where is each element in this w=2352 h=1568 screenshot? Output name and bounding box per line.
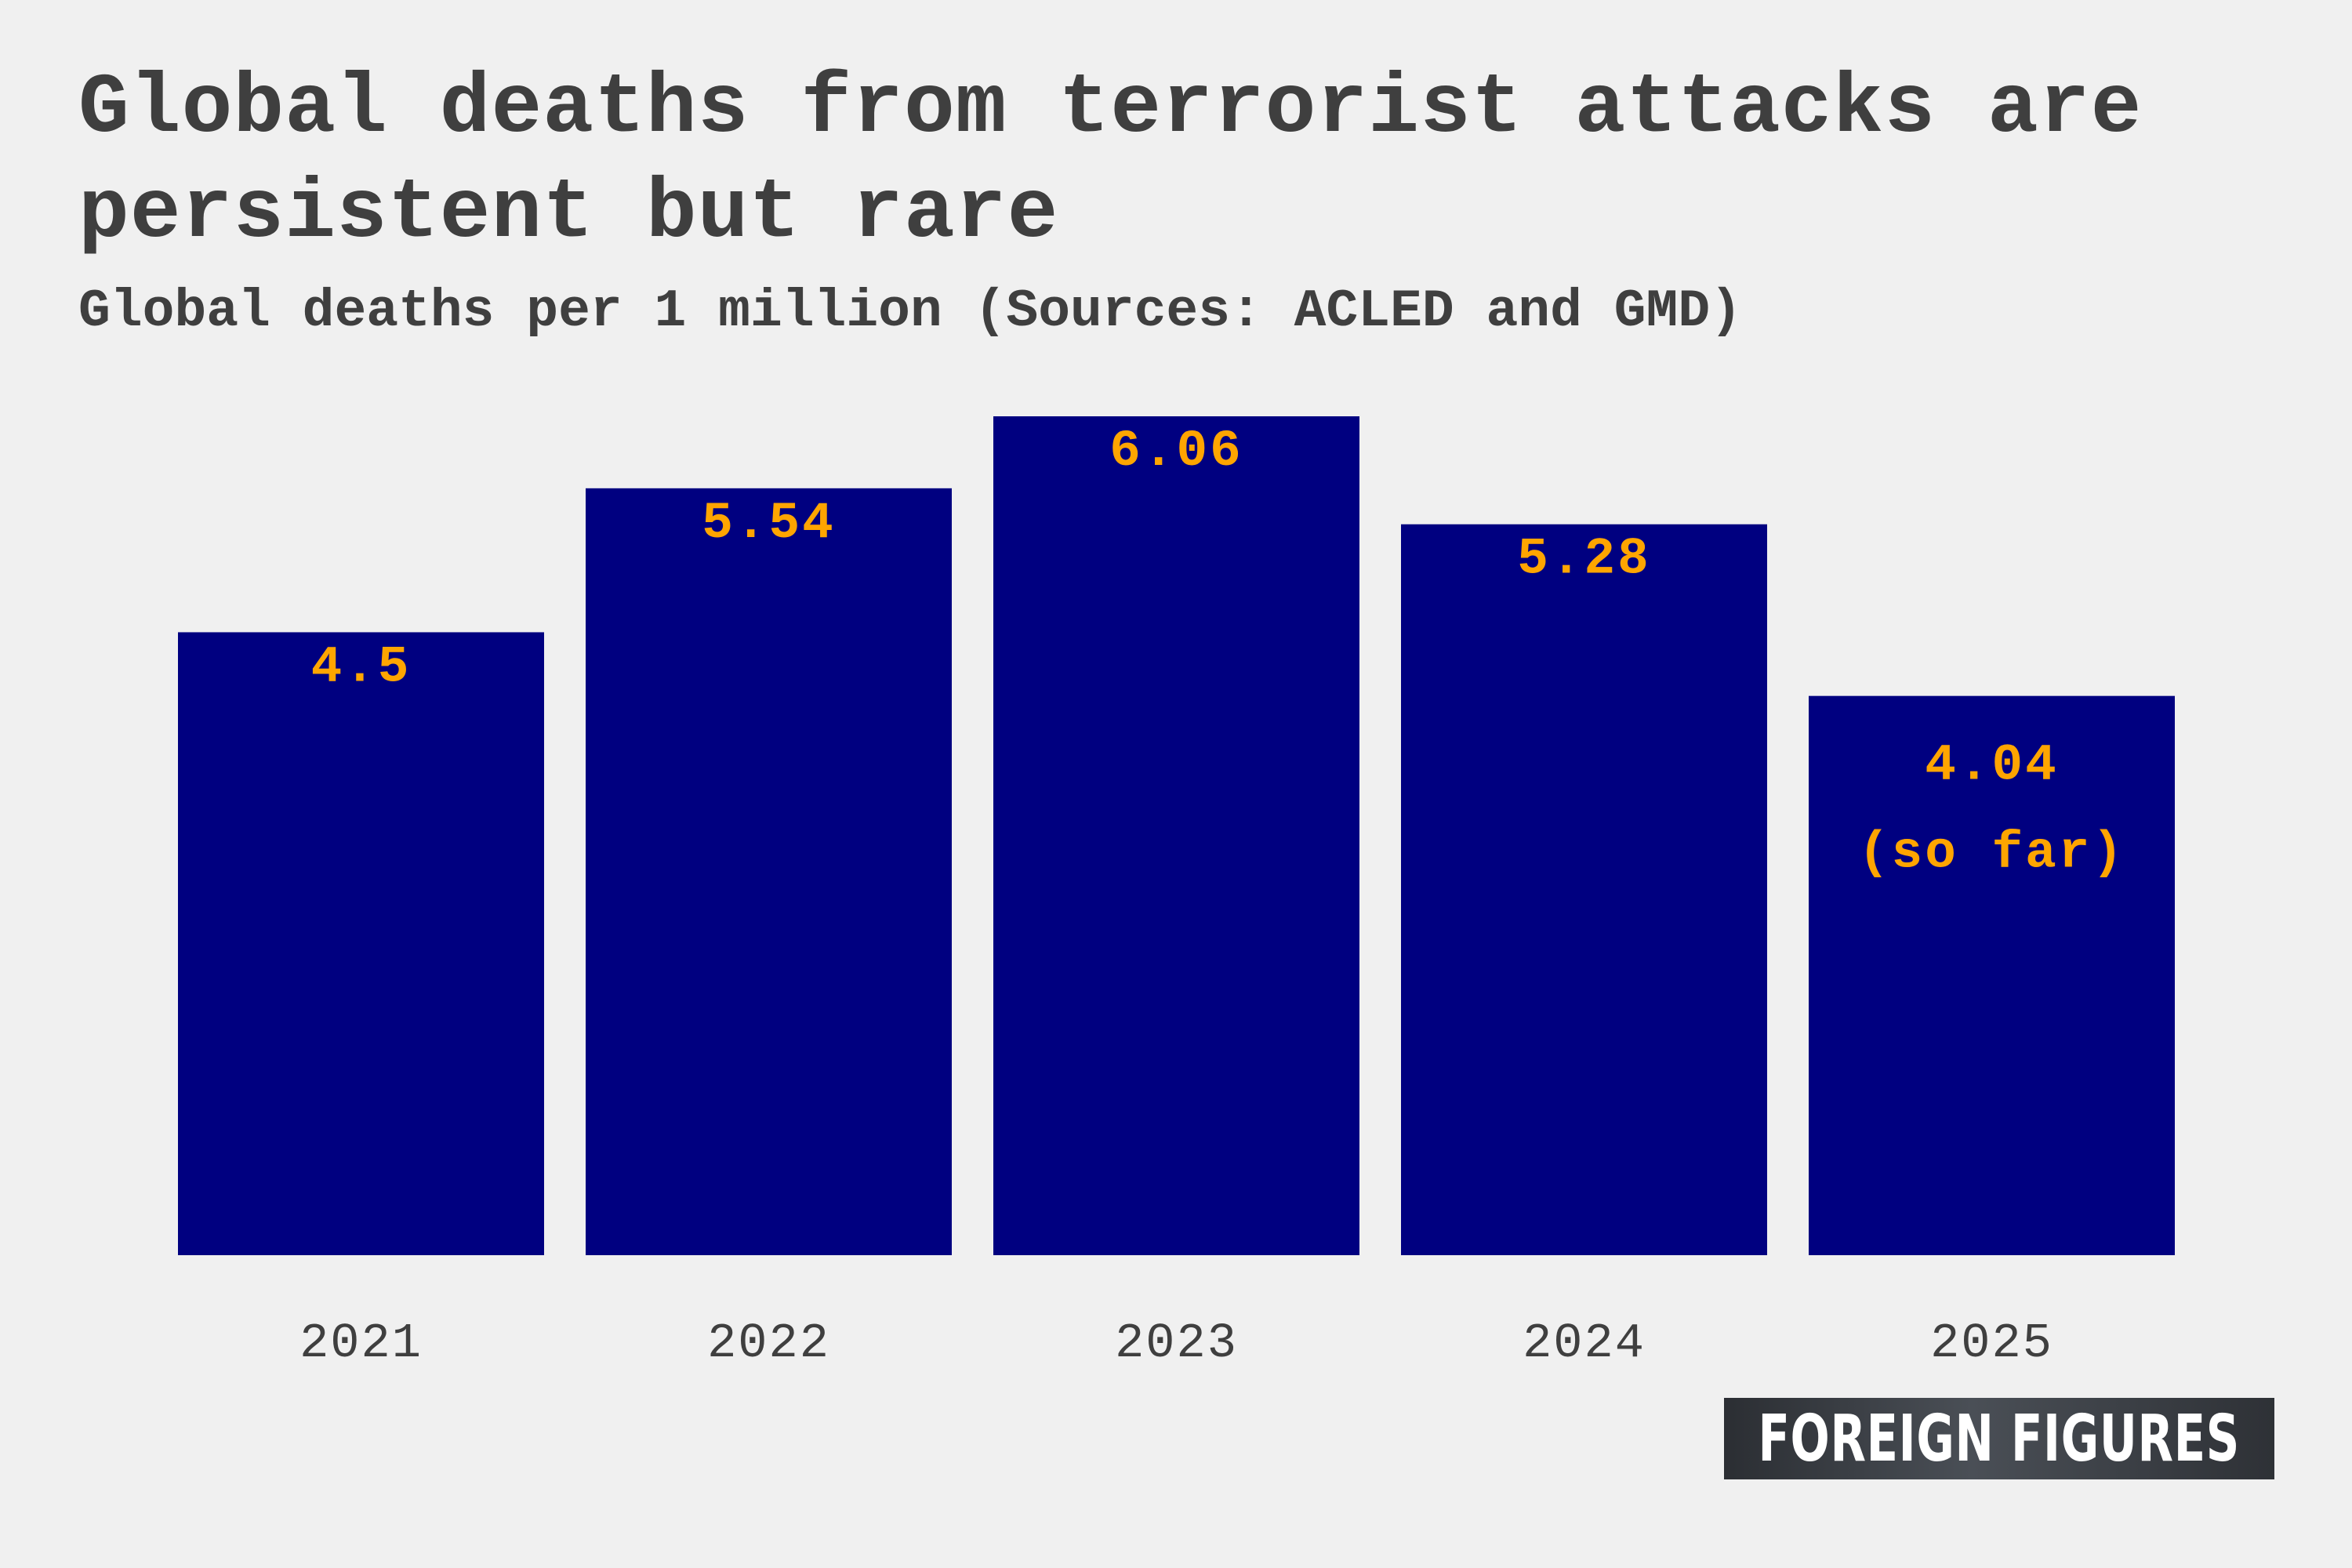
chart-subtitle: Global deaths per 1 million (Sources: AC… xyxy=(78,281,1742,342)
x-tick-label-2024: 2024 xyxy=(1523,1316,1646,1371)
bar-2021 xyxy=(178,632,544,1255)
logo-text: FOREIGN FIGURES xyxy=(1758,1401,2241,1476)
foreign-figures-logo: FOREIGN FIGURES xyxy=(1724,1398,2274,1479)
bar-2022 xyxy=(586,488,952,1255)
value-label-2021: 4.5 xyxy=(311,637,412,696)
x-tick-label-2023: 2023 xyxy=(1115,1316,1238,1371)
x-tick-label-2022: 2022 xyxy=(707,1316,830,1371)
value-label-2023: 6.06 xyxy=(1109,422,1243,481)
value-label-2022: 5.54 xyxy=(702,494,835,553)
chart-title: Global deaths from terrorist attacks are… xyxy=(78,61,2143,262)
bar-2023 xyxy=(993,416,1359,1255)
x-tick-label-2021: 2021 xyxy=(299,1316,423,1371)
bar-2024 xyxy=(1401,524,1767,1255)
value-label-2025: 4.04 xyxy=(1925,736,2058,795)
bar-2025 xyxy=(1809,695,2175,1255)
x-tick-label-2025: 2025 xyxy=(1930,1316,2053,1371)
value-note-2025: (so far) xyxy=(1858,824,2125,883)
value-label-2024: 5.28 xyxy=(1517,530,1650,589)
